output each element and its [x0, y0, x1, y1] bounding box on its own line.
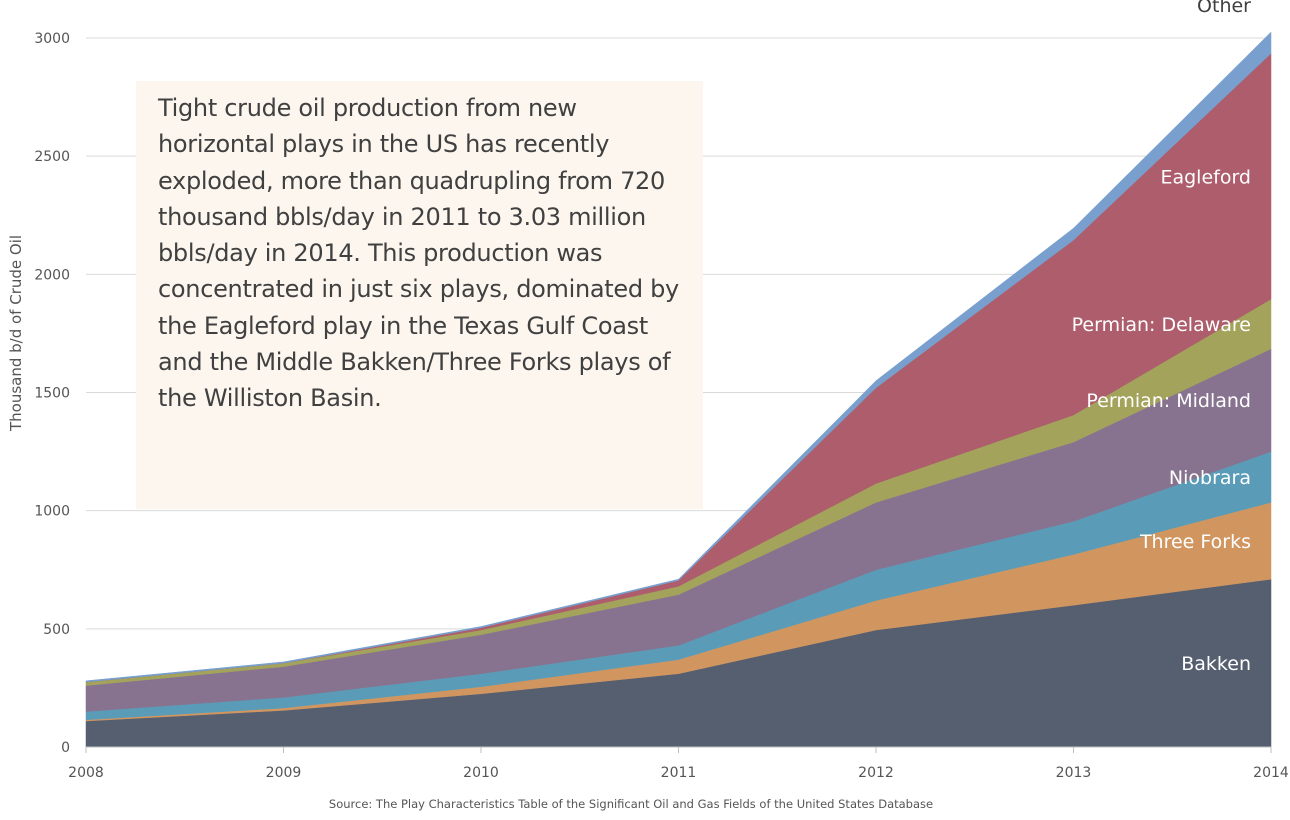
series-label: Other: [1197, 0, 1251, 17]
series-label: Permian: Delaware: [1072, 314, 1251, 336]
y-tick-label: 2000: [34, 267, 70, 283]
x-tick-label: 2008: [68, 765, 104, 781]
series-label: Permian: Midland: [1086, 390, 1251, 412]
series-label: Three Forks: [1139, 531, 1251, 553]
y-tick-label: 500: [43, 622, 70, 638]
series-label: Eagleford: [1160, 166, 1251, 188]
annotation-box: Tight crude oil production from new hori…: [136, 81, 703, 509]
y-tick-label: 1500: [34, 386, 70, 402]
source-note: Source: The Play Characteristics Table o…: [329, 797, 933, 811]
x-tick-label: 2009: [266, 765, 302, 781]
x-tick-label: 2012: [858, 765, 894, 781]
y-tick-label: 1000: [34, 504, 70, 520]
x-tick-label: 2013: [1056, 765, 1092, 781]
y-tick-label: 3000: [34, 31, 70, 47]
series-label: Niobrara: [1169, 467, 1251, 489]
x-tick-label: 2011: [661, 765, 697, 781]
x-tick-label: 2010: [463, 765, 499, 781]
series-labels: Bakken Three Forks Niobrara Permian: Midlan…: [1072, 0, 1252, 675]
y-axis: 0 500 1000 1500 2000 2500 3000: [34, 31, 70, 756]
y-axis-label: Thousand b/d of Crude Oil: [7, 235, 25, 432]
series-label: Bakken: [1181, 653, 1251, 675]
annotation-text: Tight crude oil production from new hori…: [158, 94, 679, 413]
x-axis: 2008 2009 2010 2011 2012 2013 2014: [68, 746, 1289, 781]
x-tick-label: 2014: [1253, 765, 1289, 781]
y-tick-label: 0: [61, 740, 70, 756]
area-other: [85, 31, 1272, 683]
y-tick-label: 2500: [34, 149, 70, 165]
area-series: [85, 31, 1272, 748]
